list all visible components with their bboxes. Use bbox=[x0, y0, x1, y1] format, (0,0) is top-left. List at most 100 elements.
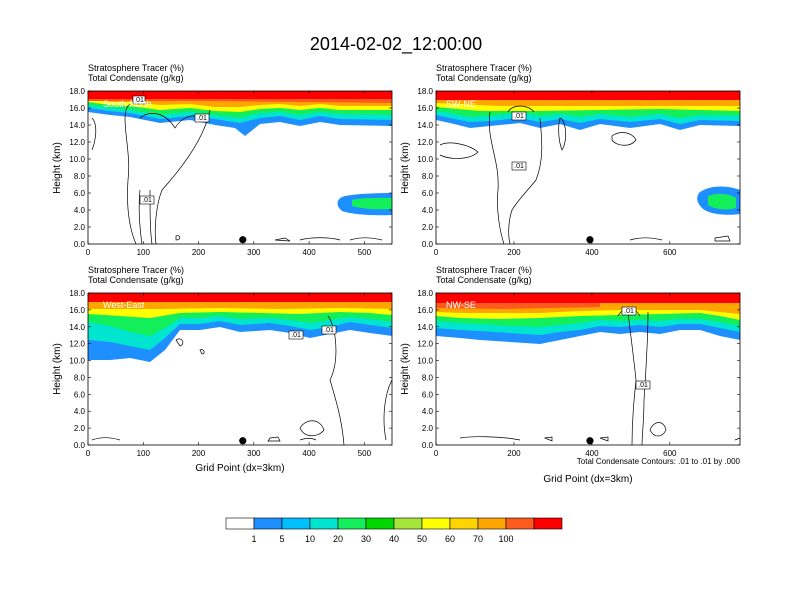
x-tick-label: 200 bbox=[192, 449, 206, 458]
y-tick-label: 10.0 bbox=[417, 357, 433, 366]
x-tick-label: 500 bbox=[358, 248, 372, 257]
field-area: .01 .01 SW-NE bbox=[436, 91, 740, 245]
x-tick-label: 400 bbox=[585, 248, 599, 257]
condensate-contour-cell bbox=[439, 142, 479, 159]
axes: 0.0 2.0 4.0 6.0 8.0 10.0 12.0 14.0 16.0 18.0 0 100 2… bbox=[69, 87, 393, 257]
contour-label-box bbox=[635, 380, 651, 390]
axes: 0.0 2.0 4.0 6.0 8.0 10.0 12.0 14.0 16.0 18.0 0 200 4… bbox=[417, 87, 741, 257]
condensate-contour-small bbox=[175, 338, 205, 355]
contour-label: .01 bbox=[142, 197, 152, 204]
condensate-contour-cell bbox=[611, 132, 637, 146]
x-tick-label: 100 bbox=[137, 449, 151, 458]
x-tick-label: 400 bbox=[302, 449, 316, 458]
x-tick-label: 500 bbox=[358, 449, 372, 458]
contour-label-box bbox=[511, 161, 527, 171]
x-tick-label: 0 bbox=[86, 248, 91, 257]
y-tick-label: 10.0 bbox=[69, 155, 85, 164]
y-tick-label: 2.0 bbox=[422, 424, 434, 433]
x-tick-label: 0 bbox=[86, 449, 91, 458]
colorbar-label: 40 bbox=[389, 534, 399, 544]
panel-label: South-North bbox=[103, 99, 152, 109]
panel-subtitle-tracer: Stratosphere Tracer (%) bbox=[436, 265, 532, 275]
panel-nw-se: Stratosphere Tracer (%) Total Condensate… bbox=[400, 265, 741, 485]
panel-subtitle-condensate: Total Condensate (g/kg) bbox=[88, 73, 184, 83]
condensate-contour-column bbox=[488, 111, 543, 245]
y-tick-label: 2.0 bbox=[74, 424, 86, 433]
band-red bbox=[436, 91, 740, 100]
contour-label-box bbox=[194, 113, 210, 123]
contour-label-box bbox=[288, 330, 304, 340]
band-orange bbox=[88, 301, 392, 309]
y-tick-label: 16.0 bbox=[69, 306, 85, 315]
y-tick-label: 0.0 bbox=[422, 441, 434, 450]
band-red bbox=[88, 91, 392, 99]
y-tick-label: 14.0 bbox=[69, 121, 85, 130]
axes: 0.0 2.0 4.0 6.0 8.0 10.0 12.0 14.0 16.0 18.0 0 200 4… bbox=[417, 289, 741, 458]
panel-west-east: Stratosphere Tracer (%) Total Condensate… bbox=[52, 265, 393, 474]
x-tick-label: 400 bbox=[302, 248, 316, 257]
colorbar-swatch bbox=[393, 517, 423, 530]
colorbar-label: 10 bbox=[305, 534, 315, 544]
y-tick-label: 14.0 bbox=[417, 323, 433, 332]
y-axis-label: Height (km) bbox=[52, 343, 63, 395]
colorbar-swatch bbox=[505, 517, 535, 530]
y-tick-label: 14.0 bbox=[417, 121, 433, 130]
condensate-contour-edge bbox=[383, 379, 393, 441]
y-tick-label: 16.0 bbox=[69, 104, 85, 113]
condensate-contour-surface bbox=[629, 235, 731, 242]
contour-label-box bbox=[511, 111, 527, 121]
band-red bbox=[88, 293, 392, 302]
condensate-contour-surface bbox=[175, 235, 383, 242]
contour-label-box bbox=[321, 325, 337, 335]
y-tick-label: 8.0 bbox=[422, 172, 434, 181]
y-tick-label: 12.0 bbox=[417, 138, 433, 147]
condensate-contour-column bbox=[124, 103, 211, 245]
y-tick-label: 0.0 bbox=[422, 240, 434, 249]
contour-label: .01 bbox=[134, 97, 144, 104]
y-tick-label: 6.0 bbox=[422, 390, 434, 399]
colorbar-label: 50 bbox=[417, 534, 427, 544]
field-area: .01 .01 NW-SE bbox=[436, 293, 741, 446]
colorbar-swatch bbox=[365, 517, 395, 530]
colorbar-label: 1 bbox=[251, 534, 256, 544]
y-tick-label: 10.0 bbox=[417, 155, 433, 164]
x-tick-label: 300 bbox=[247, 449, 261, 458]
low-cloud-core bbox=[708, 193, 736, 210]
contour-footnote: Total Condensate Contours: .01 to .01 by… bbox=[577, 457, 741, 466]
contour-label: .01 bbox=[197, 115, 207, 122]
condensate-contour-column bbox=[627, 311, 649, 446]
x-tick-label: 100 bbox=[137, 248, 151, 257]
y-tick-label: 2.0 bbox=[422, 223, 434, 232]
x-tick-label: 0 bbox=[434, 248, 439, 257]
colorbar-label: 60 bbox=[445, 534, 455, 544]
panel-subtitle-condensate: Total Condensate (g/kg) bbox=[436, 275, 532, 285]
condensate-contour-cell bbox=[558, 117, 566, 151]
y-tick-label: 6.0 bbox=[74, 189, 86, 198]
x-axis-label: Grid Point (dx=3km) bbox=[195, 463, 284, 474]
y-tick-label: 4.0 bbox=[422, 407, 434, 416]
panel-subtitle-tracer: Stratosphere Tracer (%) bbox=[88, 63, 184, 73]
contour-label: .01 bbox=[624, 308, 634, 315]
condensate-contour-cell bbox=[649, 422, 667, 437]
x-axis-label: Grid Point (dx=3km) bbox=[543, 474, 632, 485]
band-orange-red bbox=[88, 99, 392, 103]
contour-label: .01 bbox=[324, 327, 334, 334]
y-tick-label: 8.0 bbox=[74, 172, 86, 181]
colorbar-swatch bbox=[449, 517, 479, 530]
colorbar-label: 5 bbox=[279, 534, 284, 544]
colorbar-swatch bbox=[533, 517, 563, 530]
y-tick-label: 4.0 bbox=[422, 206, 434, 215]
x-tick-label: 600 bbox=[663, 449, 677, 458]
x-tick-label: 600 bbox=[663, 248, 677, 257]
band-red bbox=[436, 293, 740, 303]
condensate-contour-cell bbox=[299, 420, 325, 437]
x-tick-label: 400 bbox=[585, 449, 599, 458]
condensate-contour-column-inner bbox=[138, 189, 153, 245]
y-tick-label: 14.0 bbox=[69, 323, 85, 332]
contour-label: .01 bbox=[514, 163, 524, 170]
colorbar: 1 5 10 20 30 40 50 60 70 100 bbox=[225, 517, 563, 544]
y-tick-label: 16.0 bbox=[417, 104, 433, 113]
contour-label-box bbox=[139, 195, 155, 205]
field-area: .01 .01 West-East bbox=[88, 293, 393, 446]
